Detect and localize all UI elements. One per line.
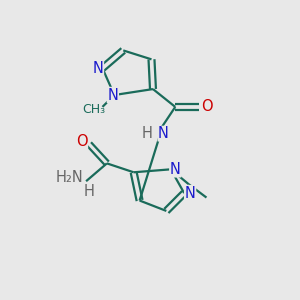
Text: N: N — [107, 88, 118, 103]
Text: N: N — [170, 162, 181, 177]
Text: CH₃: CH₃ — [82, 103, 105, 116]
Text: H: H — [142, 126, 152, 141]
Text: N: N — [185, 186, 196, 201]
Text: H: H — [84, 184, 94, 199]
Text: O: O — [201, 99, 212, 114]
Text: N: N — [158, 126, 169, 141]
Text: H₂N: H₂N — [56, 170, 83, 185]
Text: O: O — [76, 134, 88, 148]
Text: N: N — [92, 61, 104, 76]
